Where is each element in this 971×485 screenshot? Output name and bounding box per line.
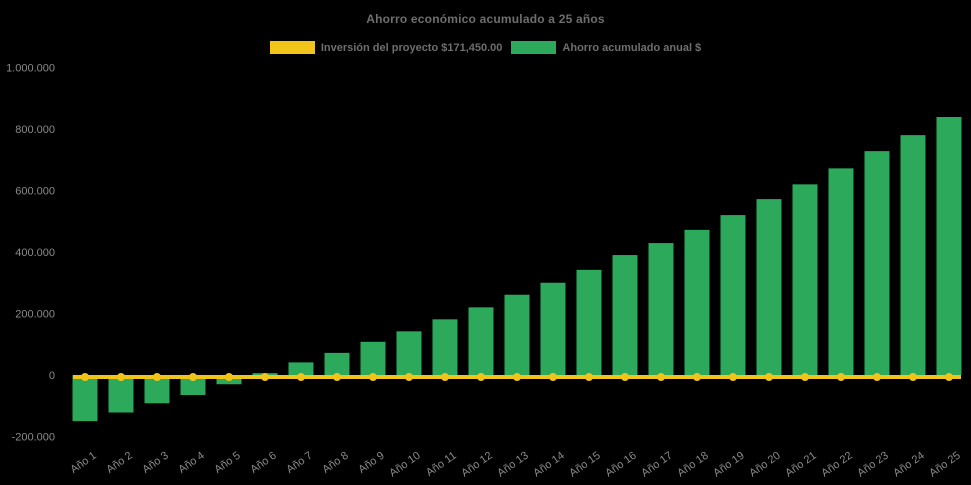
x-tick-label: Año 22 [819, 450, 854, 480]
x-tick-label: Año 3 [140, 450, 170, 476]
investment-point-6[interactable] [261, 373, 269, 381]
y-tick-label: 400.000 [15, 247, 55, 259]
x-tick-label: Año 20 [747, 450, 782, 480]
x-tick-label: Año 9 [356, 450, 386, 476]
y-tick-label: 1.000.000 [6, 63, 55, 75]
x-tick-label: Año 21 [783, 450, 818, 480]
legend-item-investment[interactable]: Inversión del proyecto $171,450.00 [269, 41, 503, 54]
y-tick-label: 0 [49, 370, 55, 382]
bar-ano-24[interactable] [900, 135, 926, 375]
investment-point-19[interactable] [729, 373, 737, 381]
x-tick-label: Año 2 [104, 450, 134, 476]
x-tick-label: Año 8 [320, 450, 350, 476]
legend-label-savings: Ahorro acumulado anual $ [562, 41, 702, 54]
bar-ano-10[interactable] [396, 331, 422, 375]
bar-ano-25[interactable] [936, 117, 962, 375]
x-tick-label: Año 14 [531, 450, 566, 480]
bar-ano-7[interactable] [288, 362, 314, 375]
bar-ano-19[interactable] [720, 215, 746, 375]
bar-ano-17[interactable] [648, 243, 674, 375]
investment-point-5[interactable] [225, 373, 233, 381]
bar-ano-20[interactable] [756, 199, 782, 375]
x-tick-label: Año 6 [248, 450, 278, 476]
investment-point-10[interactable] [405, 373, 413, 381]
x-tick-label: Año 1 [68, 450, 98, 476]
x-tick-label: Año 5 [212, 450, 242, 476]
bar-ano-4[interactable] [180, 375, 206, 395]
x-tick-label: Año 4 [176, 450, 206, 476]
legend-label-investment: Inversión del proyecto $171,450.00 [320, 41, 503, 54]
x-tick-label: Año 16 [603, 450, 638, 480]
investment-point-16[interactable] [621, 373, 629, 381]
legend: Inversión del proyecto $171,450.00 Ahorr… [0, 41, 971, 54]
y-tick-label: 600.000 [15, 186, 55, 198]
investment-point-2[interactable] [117, 373, 125, 381]
bar-ano-2[interactable] [108, 375, 134, 413]
investment-point-3[interactable] [153, 373, 161, 381]
bar-ano-14[interactable] [540, 282, 566, 375]
investment-point-7[interactable] [297, 373, 305, 381]
bar-ano-9[interactable] [360, 341, 386, 375]
bar-ano-12[interactable] [468, 307, 494, 375]
investment-point-4[interactable] [189, 373, 197, 381]
investment-point-17[interactable] [657, 373, 665, 381]
legend-item-savings[interactable]: Ahorro acumulado anual $ [511, 41, 701, 54]
investment-point-20[interactable] [765, 373, 773, 381]
investment-point-25[interactable] [945, 373, 953, 381]
x-tick-label: Año 19 [711, 450, 746, 480]
x-tick-label: Año 25 [927, 450, 962, 480]
investment-point-22[interactable] [837, 373, 845, 381]
investment-point-8[interactable] [333, 373, 341, 381]
investment-point-1[interactable] [81, 373, 89, 381]
investment-point-13[interactable] [513, 373, 521, 381]
x-tick-label: Año 13 [495, 450, 530, 480]
bar-ano-16[interactable] [612, 255, 638, 375]
bar-ano-22[interactable] [828, 168, 854, 375]
x-tick-label: Año 11 [424, 450, 459, 479]
bar-ano-21[interactable] [792, 184, 818, 375]
chart-title: Ahorro económico acumulado a 25 años [366, 12, 605, 26]
x-tick-label: Año 12 [459, 450, 494, 480]
investment-point-18[interactable] [693, 373, 701, 381]
bar-ano-15[interactable] [576, 269, 602, 375]
investment-point-9[interactable] [369, 373, 377, 381]
bar-ano-18[interactable] [684, 229, 710, 375]
investment-point-11[interactable] [441, 373, 449, 381]
y-tick-label: 800.000 [15, 124, 55, 136]
x-tick-label: Año 24 [891, 450, 926, 480]
legend-swatch-investment-icon [269, 41, 315, 54]
investment-point-14[interactable] [549, 373, 557, 381]
y-tick-label: -200.000 [12, 432, 55, 444]
x-tick-label: Año 18 [675, 450, 710, 480]
bar-ano-1[interactable] [72, 375, 98, 422]
investment-point-23[interactable] [873, 373, 881, 381]
x-tick-label: Año 10 [387, 450, 422, 480]
investment-point-12[interactable] [477, 373, 485, 381]
bar-ano-23[interactable] [864, 151, 890, 375]
investment-point-21[interactable] [801, 373, 809, 381]
bar-ano-11[interactable] [432, 319, 458, 375]
x-tick-label: Año 7 [284, 450, 314, 476]
x-tick-label: Año 17 [639, 450, 674, 480]
y-tick-label: 200.000 [15, 309, 55, 321]
investment-point-24[interactable] [909, 373, 917, 381]
bar-ano-13[interactable] [504, 294, 530, 375]
x-tick-label: Año 23 [855, 450, 890, 480]
legend-swatch-savings-icon [511, 41, 557, 54]
investment-point-15[interactable] [585, 373, 593, 381]
x-tick-label: Año 15 [567, 450, 602, 480]
bar-ano-8[interactable] [324, 352, 350, 375]
